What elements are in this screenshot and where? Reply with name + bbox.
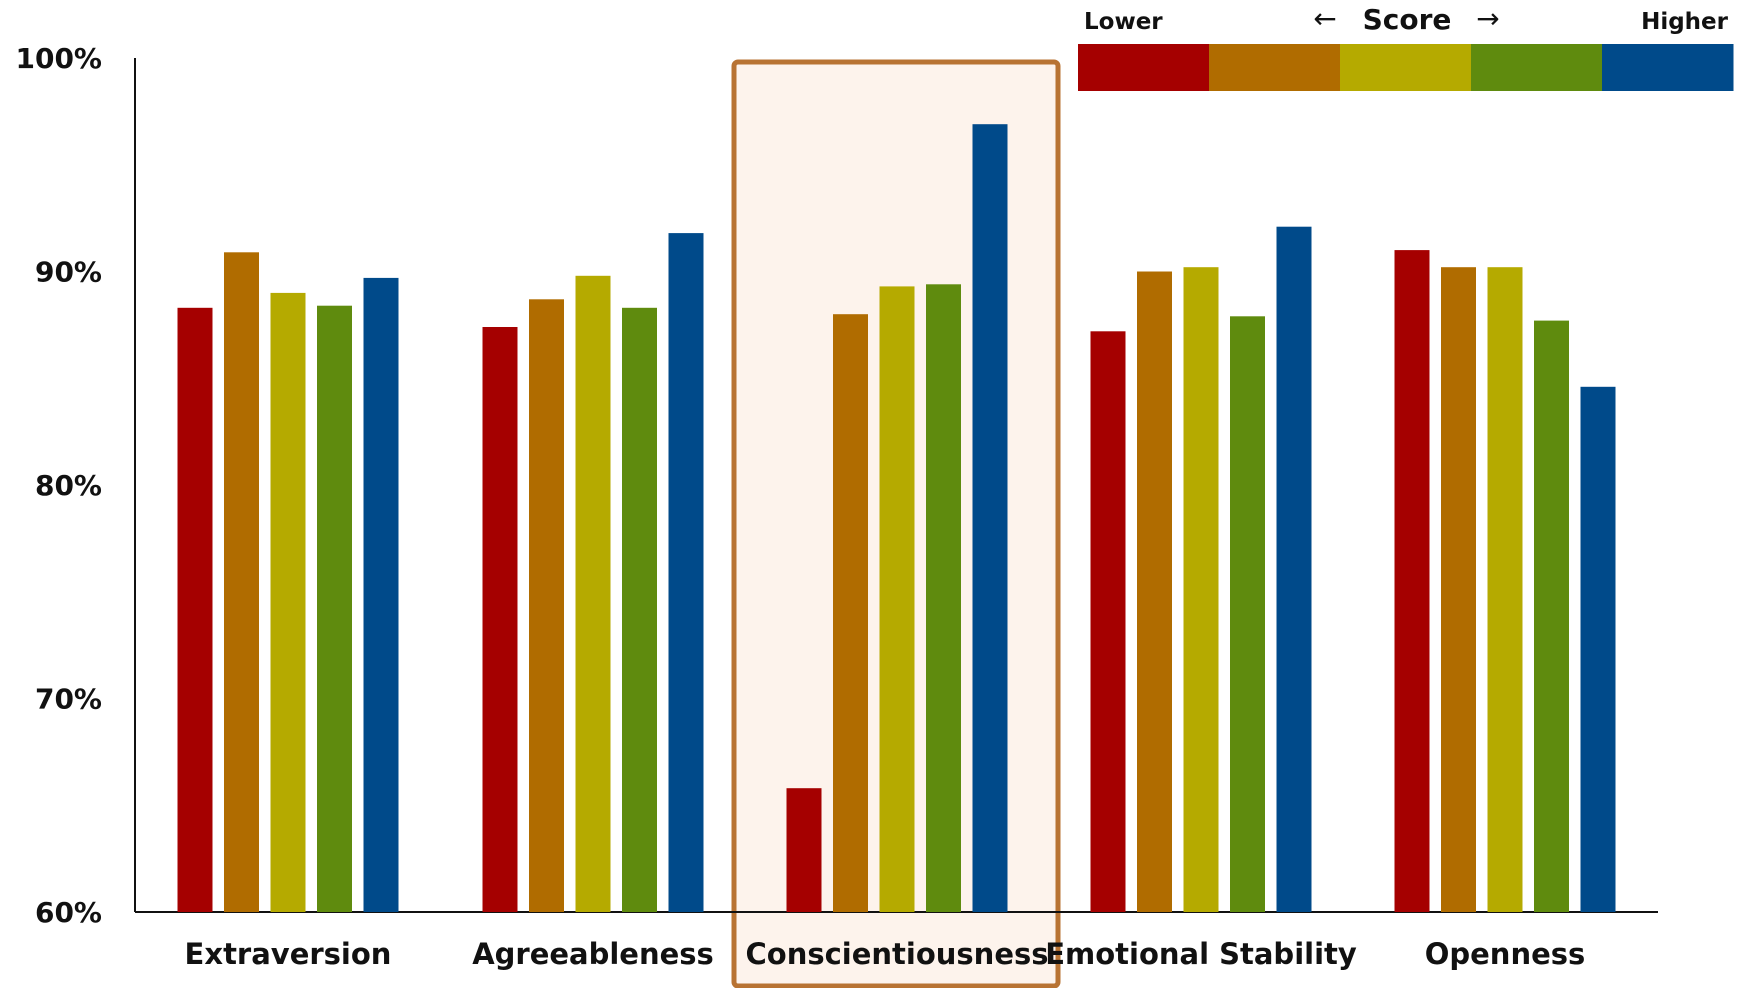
bar <box>1580 386 1616 912</box>
y-tick-label: 80% <box>35 469 102 502</box>
bar <box>1230 316 1265 912</box>
bar <box>1183 267 1219 912</box>
bar <box>482 327 518 912</box>
bar <box>270 292 306 912</box>
y-tick-label: 70% <box>35 683 102 716</box>
bars <box>177 124 1616 913</box>
legend-left-arrow: ← <box>1313 2 1336 35</box>
bar <box>529 299 564 912</box>
bar <box>1394 250 1430 913</box>
bar <box>1487 267 1523 912</box>
category-label: Extraversion <box>185 937 392 971</box>
category-label: Agreeableness <box>472 937 714 971</box>
category-label: Openness <box>1425 937 1586 971</box>
legend-swatch <box>1602 44 1734 91</box>
bar <box>668 233 704 913</box>
legend-high-label: Higher <box>1641 9 1729 35</box>
bar <box>926 284 961 912</box>
bar <box>1276 226 1312 912</box>
bar <box>1534 320 1569 913</box>
legend-swatch <box>1471 44 1603 91</box>
bar <box>972 124 1008 912</box>
category-labels: Extraversion Agreeableness Conscientiousne… <box>185 937 1586 971</box>
legend-swatch <box>1340 44 1472 91</box>
bar <box>833 314 868 912</box>
category-label: Emotional Stability <box>1045 937 1357 971</box>
bar <box>224 252 259 913</box>
legend-swatch <box>1078 44 1210 91</box>
bar <box>575 275 611 912</box>
bar <box>177 307 213 912</box>
bar <box>363 277 399 912</box>
y-tick-label: 60% <box>35 896 102 929</box>
bar <box>317 305 352 912</box>
legend-title: Score <box>1363 3 1452 36</box>
bar <box>1441 267 1476 912</box>
legend-right-arrow: → <box>1476 2 1499 35</box>
bar <box>1137 271 1172 912</box>
bar <box>786 788 822 912</box>
y-tick-label: 90% <box>35 256 102 289</box>
bar <box>879 286 915 912</box>
bar <box>1090 331 1126 912</box>
legend-swatch <box>1209 44 1341 91</box>
category-label: Conscientiousness <box>745 937 1048 971</box>
legend: Lower Higher ← Score → <box>1078 2 1734 91</box>
bar <box>622 307 657 912</box>
legend-low-label: Lower <box>1084 9 1163 35</box>
y-tick-label: 100% <box>15 42 102 75</box>
